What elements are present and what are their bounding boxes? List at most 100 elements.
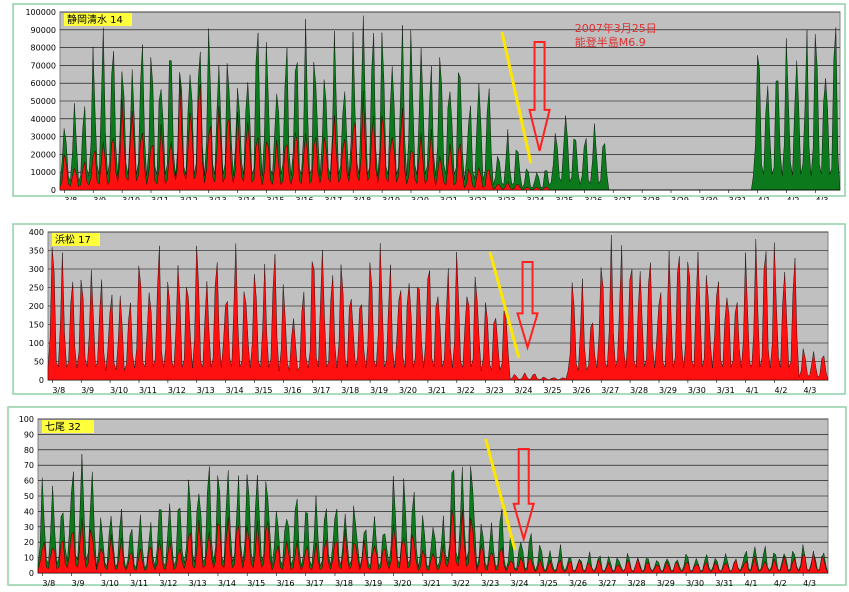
- x-tick-label: 3/12: [159, 579, 177, 588]
- x-tick-label: 3/9: [93, 196, 106, 200]
- y-tick-label: 200: [29, 302, 44, 311]
- x-tick-label: 3/28: [642, 196, 660, 200]
- x-tick-label: 3/21: [423, 579, 441, 588]
- y-tick-label: 70: [24, 461, 34, 470]
- x-tick-label: 3/10: [101, 579, 119, 588]
- y-tick-label: 100000: [25, 8, 56, 17]
- y-tick-label: 30000: [31, 133, 56, 142]
- y-tick-label: 50: [24, 492, 34, 501]
- x-tick-label: 3/22: [469, 196, 487, 200]
- y-tick-label: 50: [34, 358, 44, 367]
- x-tick-label: 4/2: [775, 386, 788, 395]
- x-tick-label: 3/13: [209, 196, 227, 200]
- x-tick-label: 3/21: [428, 386, 446, 395]
- x-tick-label: 3/27: [601, 386, 619, 395]
- yellow-trend-arrow: [500, 31, 533, 164]
- red-down-arrow: [528, 41, 551, 152]
- x-tick-label: 3/18: [353, 196, 371, 200]
- y-tick-label: 100: [19, 415, 34, 424]
- x-tick-label: 3/14: [226, 386, 244, 395]
- y-tick-label: 40000: [31, 115, 56, 124]
- x-tick-label: 3/13: [189, 579, 207, 588]
- x-tick-label: 3/25: [540, 579, 558, 588]
- y-tick-label: 30: [24, 523, 34, 532]
- chart-nanao: 0 10 20 30 40 50 60 70 80 90 100 3/8 3/9 3/10 3/11 3/12…: [7, 406, 847, 588]
- x-tick-label: 3/16: [283, 386, 301, 395]
- x-tick-label: 3/9: [72, 579, 85, 588]
- x-tick-label: 3/20: [394, 579, 412, 588]
- y-tick-label: 150: [29, 321, 44, 330]
- x-tick-label: 3/8: [42, 579, 55, 588]
- x-tick-label: 3/22: [452, 579, 470, 588]
- x-tick-label: 3/26: [569, 579, 587, 588]
- x-tick-label: 3/19: [382, 196, 400, 200]
- y-tick-label: 60: [24, 477, 34, 486]
- station-label-box: [64, 13, 132, 26]
- y-tick-label: 40: [24, 507, 34, 516]
- x-tick-label: 3/13: [197, 386, 215, 395]
- x-tick-label: 3/16: [295, 196, 313, 200]
- x-tick-label: 3/24: [527, 196, 545, 200]
- red-down-arrow: [516, 261, 539, 351]
- station-label-box: [52, 233, 100, 246]
- x-tick-label: 3/16: [276, 579, 294, 588]
- x-tick-label: 3/23: [486, 386, 504, 395]
- y-tick-label: 20000: [31, 150, 56, 159]
- y-tick-label: 60000: [31, 79, 56, 88]
- x-tick-label: 3/15: [247, 579, 265, 588]
- x-tick-label: 3/30: [688, 386, 706, 395]
- y-tick-label: 400: [29, 228, 44, 237]
- x-tick-label: 3/11: [130, 579, 148, 588]
- panel-hamamatsu: 0 50 100 150 200 250 300 350 400 3/8 3/9 3/10 3/11 3/…: [0, 220, 849, 405]
- x-tick-label: 3/12: [168, 386, 186, 395]
- x-tick-label: 3/10: [122, 196, 140, 200]
- x-tick-label: 3/25: [543, 386, 561, 395]
- annotation-text: 能登半島M6.9: [575, 35, 646, 49]
- station-label: 静岡清水 14: [67, 13, 123, 26]
- x-tick-label: 4/3: [803, 579, 816, 588]
- series-red-area: [59, 74, 840, 191]
- series-red-area: [47, 234, 829, 381]
- y-tick-label: 10: [24, 554, 34, 563]
- x-tick-label: 3/18: [335, 579, 353, 588]
- x-tick-label: 3/9: [81, 386, 94, 395]
- y-tick-label: 80000: [31, 44, 56, 53]
- x-tick-label: 3/14: [238, 196, 256, 200]
- series-green-area: [37, 453, 829, 574]
- x-tick-label: 3/26: [572, 386, 590, 395]
- y-tick-label: 300: [29, 265, 44, 274]
- y-tick-label: 90: [24, 430, 34, 439]
- x-tick-label: 4/1: [758, 196, 771, 200]
- x-tick-label: 3/17: [306, 579, 324, 588]
- yellow-trend-arrow: [488, 251, 521, 359]
- y-tick-label: 10000: [31, 168, 56, 177]
- x-tick-label: 3/10: [110, 386, 128, 395]
- panel-nanao: 0 10 20 30 40 50 60 70 80 90 100 3/8 3/9 3/10 3/11 3/12…: [0, 405, 849, 588]
- x-tick-label: 4/3: [815, 196, 828, 200]
- x-tick-label: 3/15: [267, 196, 285, 200]
- x-tick-label: 3/29: [671, 196, 689, 200]
- y-tick-label: 100: [29, 339, 44, 348]
- x-tick-label: 3/23: [481, 579, 499, 588]
- y-tick-label: 0: [29, 569, 34, 578]
- x-tick-label: 3/28: [630, 386, 648, 395]
- x-tick-label: 4/2: [787, 196, 800, 200]
- x-tick-label: 3/11: [151, 196, 169, 200]
- x-tick-label: 3/19: [364, 579, 382, 588]
- x-tick-label: 3/26: [584, 196, 602, 200]
- x-tick-label: 3/28: [628, 579, 646, 588]
- x-tick-label: 3/27: [598, 579, 616, 588]
- station-label: 七尾 32: [45, 421, 81, 433]
- x-tick-label: 3/14: [218, 579, 236, 588]
- series-red-area: [37, 509, 829, 574]
- x-tick-label: 3/23: [498, 196, 516, 200]
- x-tick-label: 3/30: [686, 579, 704, 588]
- x-tick-label: 3/12: [180, 196, 198, 200]
- x-tick-label: 3/29: [657, 579, 675, 588]
- x-tick-label: 4/1: [746, 386, 759, 395]
- x-tick-label: 3/31: [715, 579, 733, 588]
- y-tick-label: 20: [24, 538, 34, 547]
- y-tick-label: 80: [24, 446, 34, 455]
- x-tick-label: 3/27: [613, 196, 631, 200]
- x-tick-label: 4/1: [745, 579, 758, 588]
